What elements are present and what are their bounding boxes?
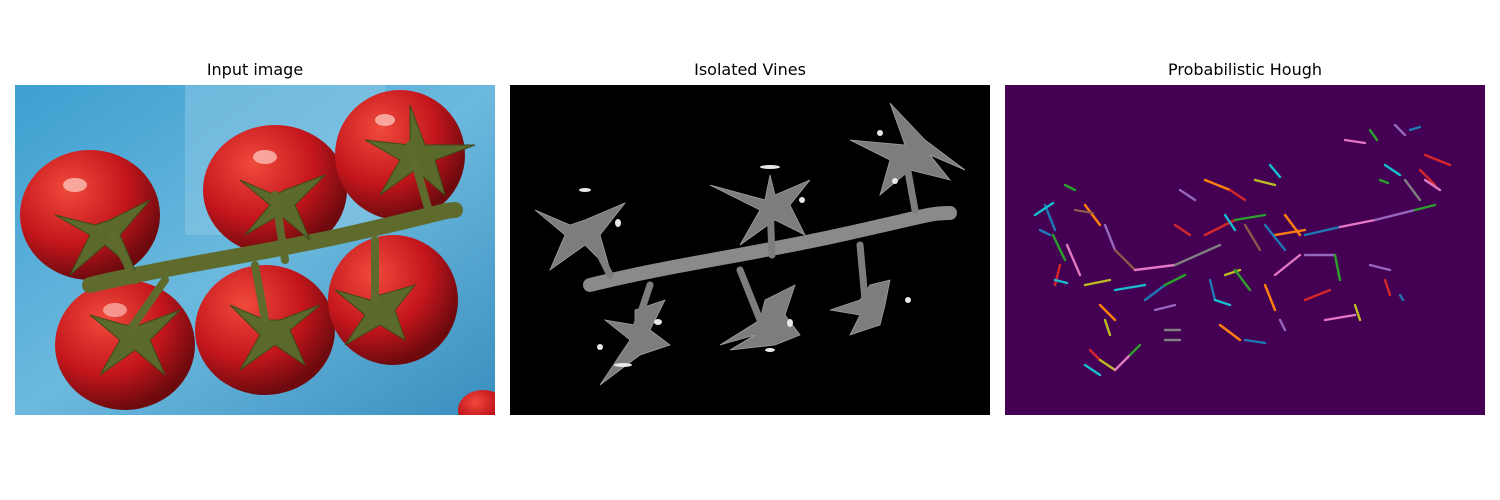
panel-title-input-image: Input image [206,60,304,79]
isolated-vines-image [510,85,990,415]
hough-lines [1005,85,1485,415]
probabilistic-hough-image [1005,85,1485,415]
input-image-photo [15,85,495,415]
isolated-vines-mask [510,85,990,415]
panel-title-probabilistic-hough: Probabilistic Hough [1167,60,1323,79]
input-image [15,85,495,415]
panel-title-isolated-vines: Isolated Vines [694,60,806,79]
